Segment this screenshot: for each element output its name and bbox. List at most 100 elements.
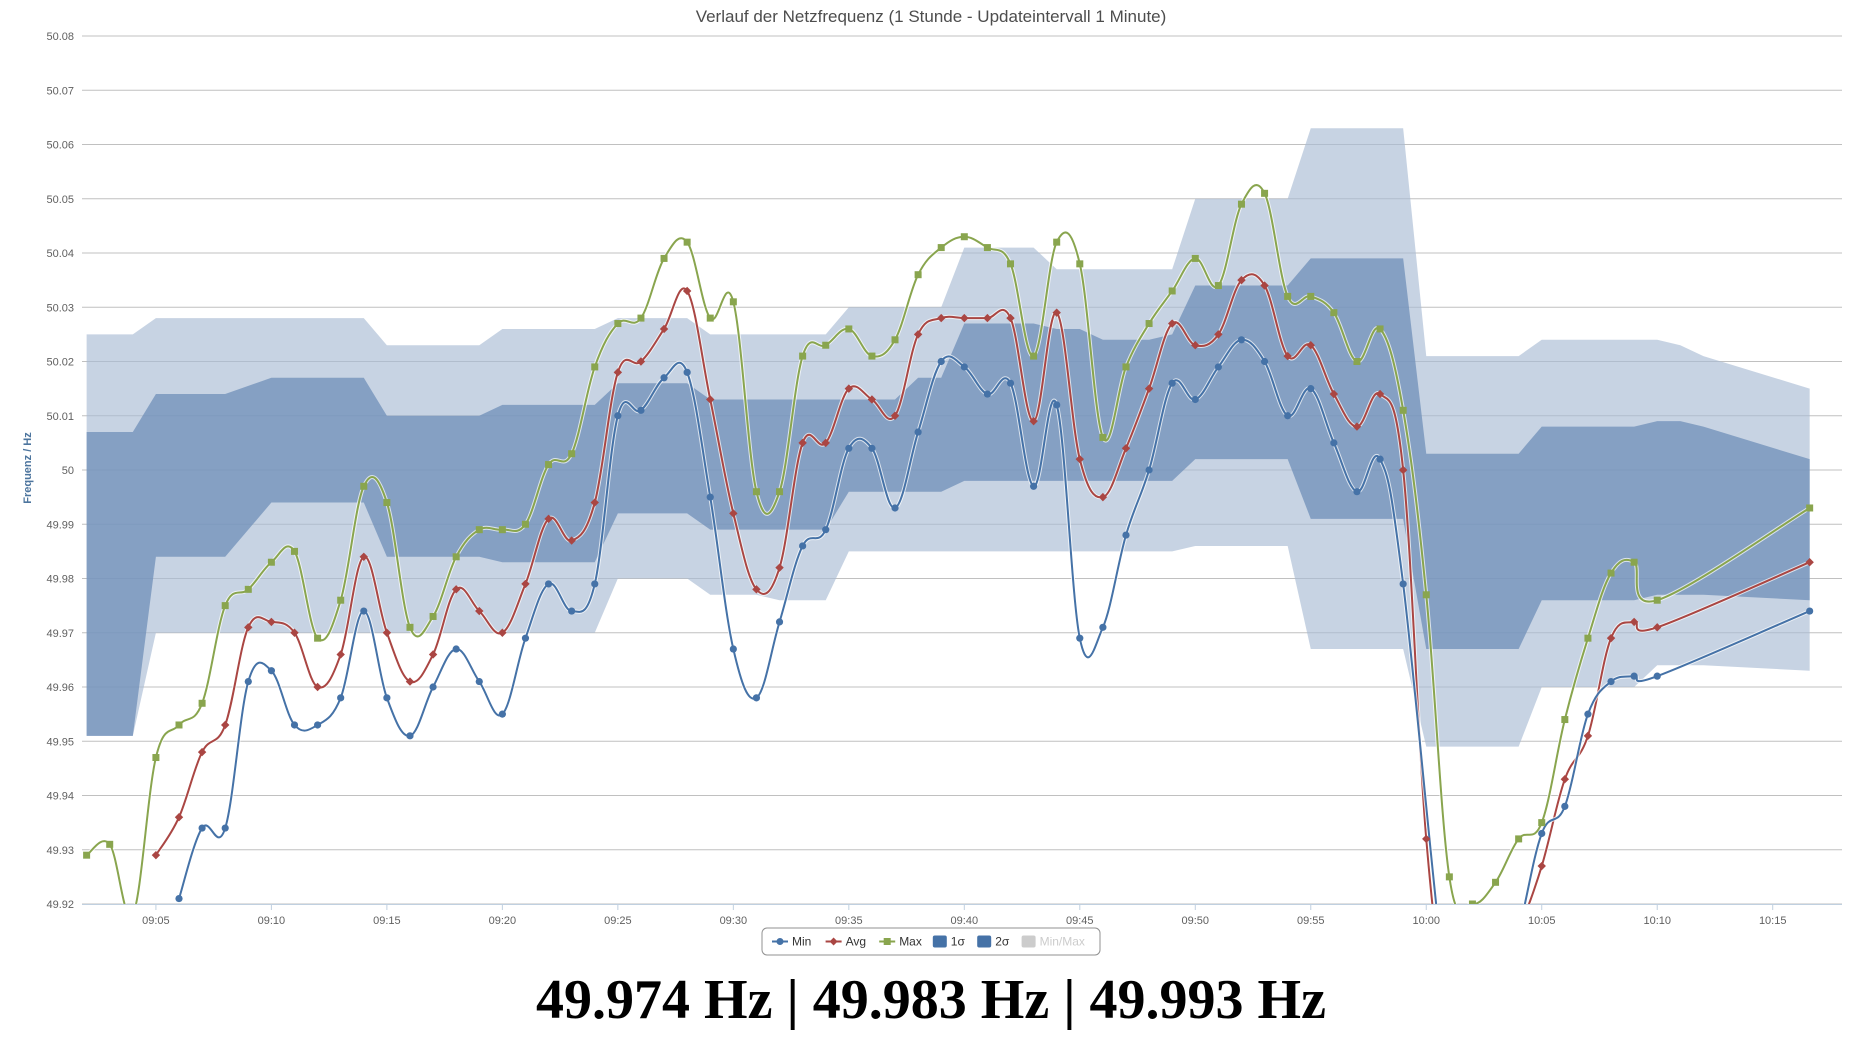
point-min: [683, 368, 691, 376]
point-max: [1561, 716, 1569, 724]
point-min: [1168, 379, 1176, 387]
y-tick-label: 49.94: [46, 791, 74, 803]
readout-avg: 49.983 Hz: [812, 969, 1050, 1031]
y-tick-label: 50.08: [46, 31, 74, 43]
point-avg: [867, 395, 877, 404]
legend-marker: [829, 937, 838, 946]
point-max: [960, 233, 968, 241]
sigma1-band: [86, 258, 1810, 736]
point-min: [221, 824, 229, 832]
readout-separator: |: [1049, 969, 1090, 1031]
point-avg: [382, 628, 392, 637]
point-max: [1468, 900, 1476, 904]
point-min: [1030, 482, 1038, 490]
readout-min: 49.974 Hz: [536, 969, 773, 1031]
point-avg: [1283, 351, 1292, 361]
point-min: [914, 428, 922, 436]
point-max: [891, 336, 899, 344]
x-tick-label: 09:45: [1066, 915, 1094, 927]
point-max: [1214, 282, 1222, 290]
point-min: [544, 580, 553, 588]
point-max: [868, 352, 876, 360]
point-min: [822, 526, 830, 534]
point-avg: [1098, 492, 1108, 502]
point-max: [983, 244, 991, 252]
point-min: [1122, 531, 1130, 539]
point-min: [1099, 623, 1107, 631]
point-min: [1584, 710, 1592, 718]
point-max: [1653, 596, 1661, 604]
legend-label: Avg: [846, 935, 866, 949]
point-avg: [1375, 389, 1385, 399]
point-min: [799, 542, 807, 550]
point-min: [429, 683, 437, 691]
point-avg: [821, 438, 830, 448]
point-max: [175, 721, 183, 729]
point-min: [706, 493, 714, 501]
point-avg: [937, 313, 946, 323]
y-tick-label: 50: [62, 465, 74, 477]
legend-item-4[interactable]: 1σ: [932, 935, 966, 949]
point-avg: [405, 677, 415, 686]
point-max: [1076, 260, 1084, 268]
legend-item-1[interactable]: Min: [772, 935, 811, 949]
point-min: [1053, 401, 1061, 409]
point-max: [106, 840, 114, 848]
point-avg: [1606, 633, 1616, 643]
point-max: [452, 553, 460, 561]
point-max: [1168, 287, 1176, 295]
point-avg: [1121, 444, 1131, 453]
x-tick-label: 10:00: [1412, 915, 1440, 927]
point-min: [1630, 672, 1638, 680]
point-max: [1007, 260, 1015, 268]
point-avg: [775, 563, 784, 572]
legend-item-3[interactable]: Max: [879, 935, 922, 949]
x-tick-label: 09:05: [142, 915, 170, 927]
point-avg: [590, 498, 599, 507]
point-max: [314, 634, 322, 642]
y-tick-label: 50.01: [46, 411, 74, 423]
point-max: [545, 461, 553, 469]
series-line-max: [86, 184, 1811, 904]
point-max: [83, 851, 91, 859]
point-avg: [1052, 308, 1061, 317]
point-max: [1445, 873, 1453, 881]
point-avg: [1560, 775, 1570, 784]
point-max: [1607, 569, 1615, 577]
legend-box: [761, 927, 1101, 956]
legend[interactable]: Min Avg Max 1σ 2σ Min/Max: [761, 927, 1101, 956]
point-avg: [1006, 313, 1015, 323]
legend-label: Min/Max: [1040, 935, 1085, 949]
point-max: [1030, 352, 1038, 360]
legend-item-6[interactable]: Min/Max: [1021, 935, 1085, 949]
point-min: [521, 634, 530, 642]
point-min: [1145, 466, 1153, 474]
point-max: [568, 450, 576, 458]
point-min: [845, 444, 853, 452]
point-avg: [313, 682, 322, 692]
legend-item-5[interactable]: 2σ: [977, 935, 1010, 949]
point-max: [267, 558, 275, 566]
point-avg: [197, 747, 207, 757]
point-min: [1561, 802, 1569, 810]
point-avg: [983, 313, 992, 323]
point-avg: [544, 514, 553, 524]
point-min: [1260, 357, 1269, 366]
point-max: [1284, 292, 1292, 300]
point-avg: [706, 395, 715, 404]
point-max: [406, 623, 414, 631]
point-max: [1307, 292, 1315, 300]
y-tick-label: 49.97: [46, 628, 74, 640]
x-tick-label: 09:50: [1182, 915, 1210, 927]
y-tick-label: 49.92: [46, 899, 74, 911]
y-tick-label: 50.06: [46, 140, 74, 152]
point-min: [937, 357, 945, 366]
point-min: [614, 412, 622, 420]
point-min: [1237, 336, 1246, 344]
legend-item-2[interactable]: Avg: [825, 935, 866, 949]
point-min: [406, 732, 414, 740]
point-max: [1538, 819, 1546, 827]
point-avg: [221, 720, 230, 730]
point-max: [1399, 406, 1407, 414]
x-tick-label: 09:30: [720, 915, 748, 927]
